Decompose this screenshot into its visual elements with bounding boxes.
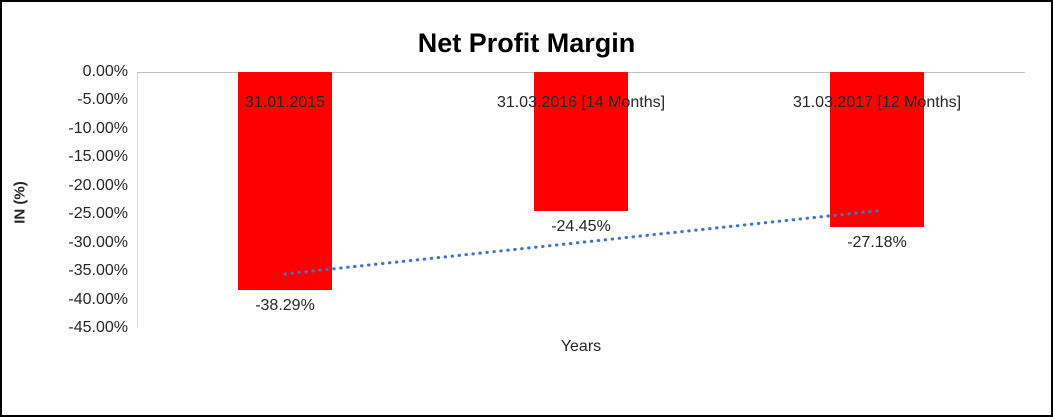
y-tick-label: -45.00% bbox=[68, 319, 128, 336]
plot-area: 31.01.2015 -38.29% 31.03.2016 [14 Months] -… bbox=[137, 72, 1025, 328]
y-tick-label: -5.00% bbox=[77, 91, 128, 109]
x-axis-title: Years bbox=[560, 338, 602, 355]
category-label-3: 31.03.2017 [12 Months] bbox=[792, 94, 962, 111]
data-label-2: -24.45% bbox=[551, 218, 611, 236]
category-label-2: 31.03.2016 [14 Months] bbox=[496, 94, 666, 111]
y-tick-label: -30.00% bbox=[68, 233, 128, 251]
bar-2 bbox=[534, 72, 628, 212]
category-label-1: 31.01.2015 bbox=[244, 94, 326, 111]
y-tick-label: -40.00% bbox=[68, 290, 128, 308]
y-tick-label: 0.00% bbox=[82, 63, 128, 80]
y-tick-label: -20.00% bbox=[68, 176, 128, 194]
y-tick-label: -35.00% bbox=[68, 262, 128, 280]
chart-title: Net Profit Margin bbox=[417, 28, 636, 58]
y-tick-label: -10.00% bbox=[68, 119, 128, 137]
y-tick-label: -15.00% bbox=[68, 148, 128, 166]
y-axis-line bbox=[137, 72, 138, 328]
data-label-3: -27.18% bbox=[847, 233, 907, 251]
y-tick-label: -25.00% bbox=[68, 205, 128, 223]
bar-3 bbox=[830, 72, 924, 227]
data-label-1: -38.29% bbox=[255, 296, 315, 314]
